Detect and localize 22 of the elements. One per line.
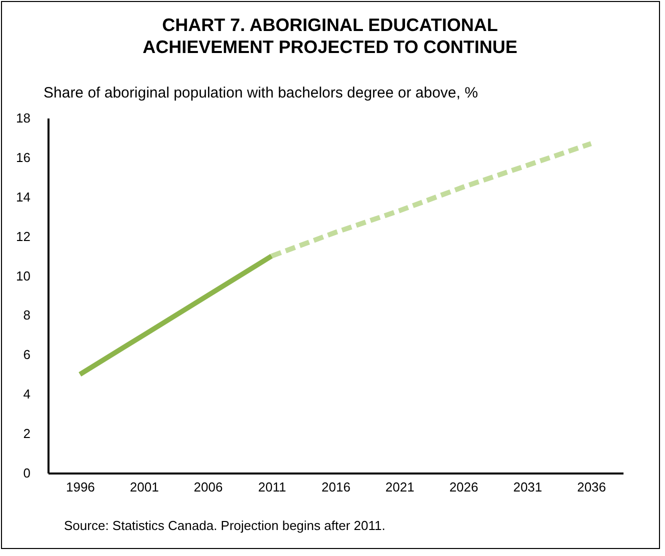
- y-tick-label: 8: [23, 308, 30, 323]
- y-tick-label: 10: [16, 268, 30, 284]
- y-tick-label: 18: [16, 110, 30, 126]
- y-tick-label: 0: [23, 466, 30, 480]
- x-tick-label: 2016: [322, 480, 350, 494]
- x-tick-label: 2021: [385, 480, 414, 494]
- y-axis-title: Share of aboriginal population with bachelors degree or above, %: [44, 84, 478, 102]
- x-tick-label: 2026: [449, 480, 478, 494]
- source-note: Source: Statistics Canada. Projection begins after 2011.: [64, 518, 386, 533]
- x-tick-label: 2006: [194, 480, 223, 494]
- y-tick-label: 2: [23, 426, 30, 442]
- x-tick-label: 2011: [258, 480, 286, 494]
- y-tick-label: 6: [23, 347, 30, 362]
- y-tick-label: 4: [23, 386, 30, 402]
- x-tick-label: 2001: [130, 480, 159, 494]
- y-tick-label: 12: [16, 228, 30, 244]
- chart-title: CHART 7. ABORIGINAL EDUCATIONAL ACHIEVEMENT PROJECTED TO CONTINUE: [142, 14, 518, 58]
- y-tick-label: 16: [16, 150, 30, 165]
- x-tick-label: 1996: [66, 480, 95, 494]
- x-tick-label: 2036: [577, 480, 606, 494]
- x-tick-label: 2031: [513, 480, 542, 494]
- y-tick-label: 14: [16, 189, 30, 204]
